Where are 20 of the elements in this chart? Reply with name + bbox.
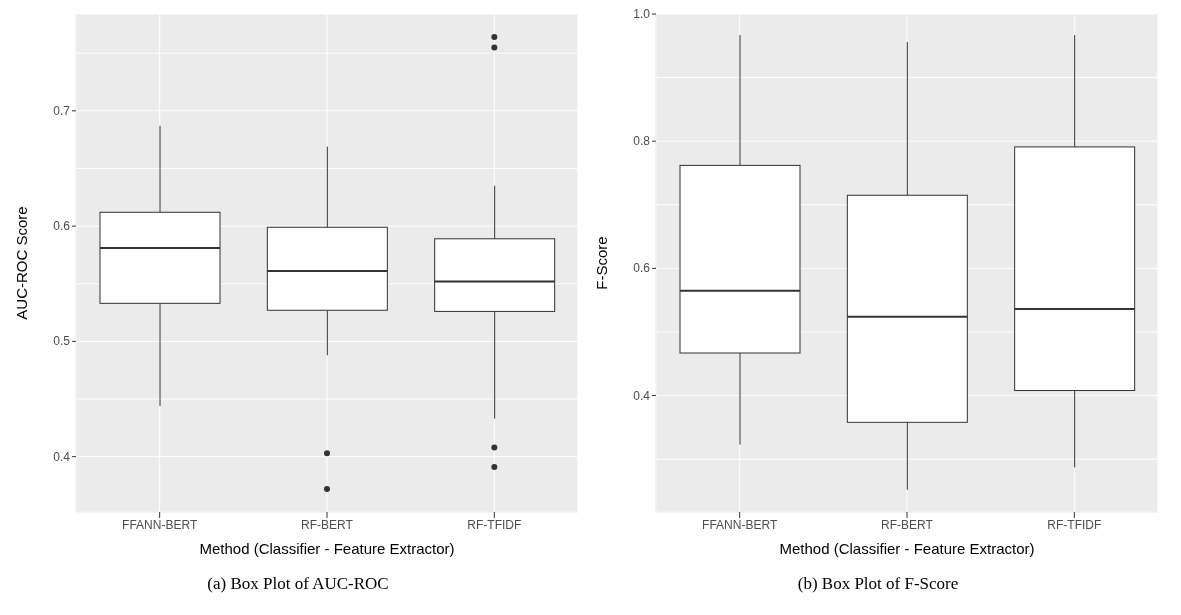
y-tick-label: 0.4 <box>53 449 71 464</box>
x-tick-label: RF-BERT <box>881 517 934 532</box>
text: (a) Box Plot of AUC-ROC <box>206 574 390 594</box>
y-tick-label: 0.6 <box>53 219 71 234</box>
x-tick-label: RF-TFIDF <box>467 517 522 532</box>
y-tick-label: 0.8 <box>633 134 651 149</box>
y-tick-label: 1.0 <box>633 7 651 21</box>
y-tick-label: 0.4 <box>633 388 651 403</box>
y-tick-label: 0.5 <box>53 334 71 349</box>
x-tick-label: FFANN-BERT <box>702 517 778 532</box>
x-axis-title: Method (Classifier - Feature Extractor) <box>199 540 455 557</box>
text: (b) Box Plot of F-Score <box>796 574 960 594</box>
y-tick-label: 0.6 <box>633 261 651 276</box>
x-tick-label: RF-BERT <box>301 517 354 532</box>
y-axis-title: F-Score <box>593 236 611 290</box>
x-tick-label: RF-TFIDF <box>1047 517 1102 532</box>
x-axis-title: Method (Classifier - Feature Extractor) <box>779 540 1035 557</box>
x-tick-label: FFANN-BERT <box>122 517 198 532</box>
y-tick-label: 0.7 <box>53 103 71 118</box>
y-axis-title: AUC-ROC Score <box>13 206 31 320</box>
